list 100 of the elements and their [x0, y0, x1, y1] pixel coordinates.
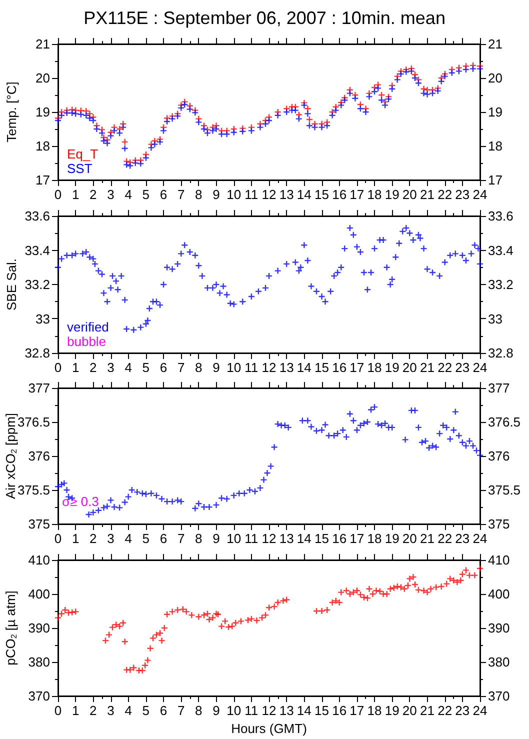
- x-tick-label: 17: [350, 360, 364, 375]
- x-axis-title: Hours (GMT): [231, 720, 307, 736]
- x-tick-label: 19: [384, 360, 400, 375]
- x-tick-label: 12: [262, 360, 276, 375]
- x-tick-label: 9: [212, 703, 220, 718]
- y-tick-label: 33.4: [24, 242, 50, 258]
- y-tick-label: 17: [36, 172, 50, 188]
- y2-tick-label: 33.2: [488, 277, 514, 292]
- x-tick-label: 21: [420, 703, 434, 718]
- x-tick-label: 2: [90, 703, 97, 718]
- y-tick-label: 21: [36, 36, 50, 52]
- x-tick-label: 20: [402, 187, 417, 202]
- x-tick-label: 4: [124, 360, 132, 375]
- legend-label: bubble: [67, 334, 106, 349]
- x-tick-label: 6: [160, 187, 168, 202]
- x-tick-label: 4: [124, 531, 132, 546]
- x-tick-label: 20: [402, 531, 417, 546]
- x-tick-label: 0: [54, 531, 62, 546]
- x-tick-label: 13: [279, 531, 294, 546]
- y-tick-label: 33.2: [24, 277, 50, 292]
- x-tick-label: 7: [177, 531, 185, 546]
- y-tick-label: 20: [36, 70, 50, 86]
- x-tick-label: 11: [244, 703, 258, 718]
- y2-tick-label: 400: [488, 586, 510, 602]
- x-tick-label: 18: [367, 187, 382, 202]
- x-tick-label: 18: [367, 703, 382, 718]
- x-tick-label: 19: [384, 703, 400, 718]
- x-tick-label: 17: [350, 187, 364, 202]
- series-label: Eq_T: [67, 146, 98, 162]
- annotation: σ≥ 0.3: [62, 494, 99, 509]
- x-tick-label: 15: [314, 531, 329, 546]
- y2-tick-label: 376.5: [488, 414, 521, 430]
- y2-tick-label: 20: [488, 70, 502, 86]
- x-tick-label: 1: [72, 531, 80, 546]
- x-tick-label: 8: [195, 187, 202, 202]
- x-tick-label: 21: [420, 531, 434, 546]
- x-tick-label: 3: [107, 531, 114, 546]
- x-tick-label: 7: [177, 187, 185, 202]
- series-label: SST: [67, 161, 92, 176]
- x-tick-label: 11: [244, 187, 258, 202]
- x-tick-label: 22: [438, 531, 452, 546]
- y-tick-label: 18: [36, 138, 50, 154]
- x-tick-label: 21: [420, 187, 434, 202]
- x-tick-label: 8: [195, 360, 202, 375]
- y2-tick-label: 19: [488, 104, 502, 120]
- x-tick-label: 22: [438, 703, 452, 718]
- x-tick-label: 22: [438, 360, 452, 375]
- y2-tick-label: 33.6: [488, 208, 514, 224]
- x-tick-label: 23: [455, 360, 470, 375]
- x-tick-label: 6: [160, 360, 168, 375]
- x-tick-label: 5: [142, 360, 150, 375]
- y2-tick-label: 32.8: [488, 346, 514, 360]
- y2-tick-label: 18: [488, 138, 502, 154]
- x-tick-label: 19: [384, 531, 400, 546]
- y2-tick-label: 377: [488, 380, 510, 396]
- y-tick-label: 375.5: [17, 482, 50, 498]
- y-tick-label: 390: [28, 620, 50, 636]
- x-tick-label: 0: [54, 187, 62, 202]
- x-tick-label: 13: [279, 187, 294, 202]
- y2-tick-label: 370: [488, 688, 510, 704]
- x-tick-label: 23: [455, 187, 470, 202]
- x-tick-label: 10: [226, 187, 242, 202]
- y-tick-label: 33.6: [24, 208, 50, 224]
- x-tick-label: 8: [195, 531, 202, 546]
- x-tick-label: 4: [124, 703, 132, 718]
- x-tick-label: 15: [314, 360, 329, 375]
- x-tick-label: 2: [90, 360, 97, 375]
- x-tick-label: 4: [124, 187, 132, 202]
- y2-tick-label: 33: [488, 311, 502, 326]
- chart-title: PX115E : September 06, 2007 : 10min. mean: [84, 8, 446, 28]
- x-tick-label: 9: [212, 531, 220, 546]
- x-tick-label: 23: [455, 531, 470, 546]
- x-tick-label: 9: [212, 187, 220, 202]
- x-tick-label: 22: [438, 187, 452, 202]
- y-tick-label: 410: [28, 552, 50, 568]
- x-tick-label: 24: [472, 531, 488, 546]
- y2-tick-label: 390: [488, 620, 510, 636]
- x-tick-label: 12: [262, 531, 276, 546]
- y-tick-label: 32.8: [24, 346, 50, 360]
- x-tick-label: 24: [472, 703, 488, 718]
- x-tick-label: 12: [262, 187, 276, 202]
- x-tick-label: 1: [72, 703, 80, 718]
- x-tick-label: 13: [279, 703, 294, 718]
- y-axis-title: Air xCO2 [ppm]: [3, 412, 18, 500]
- y-tick-label: 376.5: [17, 414, 50, 430]
- x-tick-label: 14: [296, 531, 312, 546]
- x-tick-label: 10: [226, 703, 242, 718]
- x-tick-label: 5: [142, 531, 150, 546]
- y2-tick-label: 380: [488, 654, 510, 670]
- x-tick-label: 10: [226, 531, 242, 546]
- x-tick-label: 3: [107, 360, 114, 375]
- x-tick-label: 3: [107, 187, 114, 202]
- x-tick-label: 7: [177, 703, 185, 718]
- x-tick-label: 12: [262, 703, 276, 718]
- x-tick-label: 20: [402, 360, 417, 375]
- x-tick-label: 3: [107, 703, 114, 718]
- x-tick-label: 2: [90, 187, 97, 202]
- x-tick-label: 9: [212, 360, 220, 375]
- x-tick-label: 18: [367, 360, 382, 375]
- x-tick-label: 8: [195, 703, 202, 718]
